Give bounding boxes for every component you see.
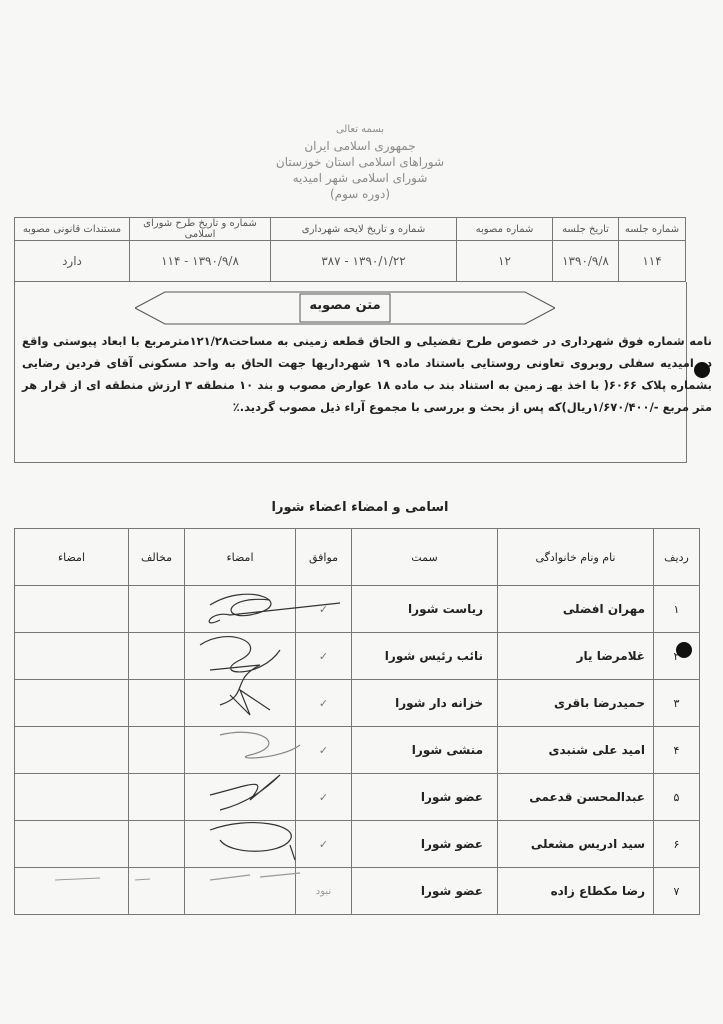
table-row: ۷ رضا مکطاع زاده عضو شورا نبود [14, 867, 700, 915]
table-row: ۳ حمیدرضا باقری خزانه دار شورا ✓ [14, 679, 700, 727]
members-title: اسامی و امضاء اعضاء شورا [271, 500, 449, 515]
session-header-row: شماره جلسه تاریخ جلسه شماره مصوبه شماره … [14, 217, 686, 241]
member-position: عضو شورا [351, 867, 498, 915]
signature-cell [184, 726, 296, 774]
oppose-signature-cell [14, 632, 129, 680]
agree-mark: ✓ [295, 773, 352, 821]
member-position: ریاست شورا [351, 585, 498, 633]
header-position: سمت [351, 528, 498, 586]
oppose-signature-cell [14, 726, 129, 774]
table-row: ۵ عبدالمحسن قدعمی عضو شورا ✓ [14, 773, 700, 821]
signature-cell [184, 585, 296, 633]
header-signature: امضاء [184, 528, 296, 586]
agree-mark: ✓ [295, 585, 352, 633]
table-row: ۱ مهران افضلی ریاست شورا ✓ [14, 585, 700, 633]
oppose-cell [128, 726, 185, 774]
agree-mark: ✓ [295, 632, 352, 680]
bill-no-date: ۱۳۹۰/۱/۲۲ - ۳۸۷ [270, 240, 457, 282]
table-row: ۴ امید علی شنبدی منشی شورا ✓ [14, 726, 700, 774]
signature-6 [209, 821, 296, 861]
header-legal-basis: مستندات قانونی مصوبه [14, 217, 130, 241]
agree-mark: ✓ [295, 820, 352, 868]
oppose-signature-cell [14, 867, 129, 915]
oppose-cell [128, 773, 185, 821]
basmala: بسمه تعالی [335, 124, 385, 135]
row-no: ۴ [653, 726, 700, 774]
signature-7 [209, 872, 301, 881]
signature-2 [199, 636, 281, 706]
row-no: ۱ [653, 585, 700, 633]
agree-mark: ✓ [295, 679, 352, 727]
city-council: شورای اسلامی شهر امیدیه [292, 171, 428, 185]
header-signature-oppose: امضاء [14, 528, 129, 586]
signatures [199, 593, 341, 881]
member-position: خزانه دار شورا [351, 679, 498, 727]
plan-no-date: ۱۳۹۰/۹/۸ - ۱۱۴ [129, 240, 271, 282]
members-header-row: ردیف نام ونام خانوادگی سمت موافق امضاء م… [14, 528, 700, 586]
oppose-signature-cell [14, 585, 129, 633]
resolution-text: نامه شماره فوق شهرداری در خصوص طرح تفضیل… [22, 334, 712, 414]
row-no: ۲ [653, 632, 700, 680]
oppose-cell [128, 632, 185, 680]
header-session-no: شماره جلسه [618, 217, 686, 241]
member-name: سید ادریس مشعلی [497, 820, 654, 868]
resolution-no: ۱۲ [456, 240, 553, 282]
member-position: نائب رئیس شورا [351, 632, 498, 680]
member-position: منشی شورا [351, 726, 498, 774]
table-row: ۶ سید ادریس مشعلی عضو شورا ✓ [14, 820, 700, 868]
oppose-signature-cell [14, 773, 129, 821]
signature-3 [229, 688, 271, 716]
members-table: ردیف نام ونام خانوادگی سمت موافق امضاء م… [14, 528, 700, 915]
header-oppose: مخالف [128, 528, 185, 586]
session-values-row: ۱۱۴ ۱۳۹۰/۹/۸ ۱۲ ۱۳۹۰/۱/۲۲ - ۳۸۷ ۱۳۹۰/۹/۸… [14, 240, 686, 282]
agree-mark: ✓ [295, 726, 352, 774]
header-bill: شماره و تاریخ لایحه شهرداری [270, 217, 457, 241]
resolution-box [14, 282, 687, 463]
header-name: نام ونام خانوادگی [497, 528, 654, 586]
signature-5 [209, 774, 281, 811]
oppose-signature-cell [14, 820, 129, 868]
header-row-no: ردیف [653, 528, 700, 586]
member-position: عضو شورا [351, 773, 498, 821]
member-name: حمیدرضا باقری [497, 679, 654, 727]
row-no: ۶ [653, 820, 700, 868]
province-council: شوراهای اسلامی استان خوزستان [275, 155, 445, 169]
signature-cell [184, 820, 296, 868]
member-name: غلامرضا یار [497, 632, 654, 680]
dash-marks [54, 877, 151, 881]
oppose-cell [128, 585, 185, 633]
row-no: ۷ [653, 867, 700, 915]
oppose-cell [128, 867, 185, 915]
punch-hole [676, 642, 692, 658]
header-agree: موافق [295, 528, 352, 586]
row-no: ۵ [653, 773, 700, 821]
signature-1 [208, 593, 341, 624]
table-row: ۲ غلامرضا یار نائب رئیس شورا ✓ [14, 632, 700, 680]
legal-basis: دارد [14, 240, 130, 282]
session-table: شماره جلسه تاریخ جلسه شماره مصوبه شماره … [14, 217, 686, 282]
oppose-cell [128, 679, 185, 727]
country: جمهوری اسلامی ایران [304, 139, 416, 153]
oppose-signature-cell [14, 679, 129, 727]
term: (دوره سوم) [329, 187, 391, 201]
punch-hole [694, 362, 710, 378]
oppose-cell [128, 820, 185, 868]
header-resolution-no: شماره مصوبه [456, 217, 553, 241]
member-name: رضا مکطاع زاده [497, 867, 654, 915]
resolution-banner: متن مصوبه [309, 298, 381, 313]
member-name: مهران افضلی [497, 585, 654, 633]
session-date: ۱۳۹۰/۹/۸ [552, 240, 619, 282]
member-name: امید علی شنبدی [497, 726, 654, 774]
header-session-date: تاریخ جلسه [552, 217, 619, 241]
member-name: عبدالمحسن قدعمی [497, 773, 654, 821]
session-no: ۱۱۴ [618, 240, 686, 282]
header-plan: شماره و تاریخ طرح شورای اسلامی [129, 217, 271, 241]
row-no: ۳ [653, 679, 700, 727]
banner-shape [135, 291, 555, 325]
member-position: عضو شورا [351, 820, 498, 868]
letterhead: بسمه تعالی جمهوری اسلامی ایران شوراهای ا… [200, 122, 520, 202]
signature-4 [219, 731, 301, 759]
agree-mark: نبود [295, 867, 352, 915]
